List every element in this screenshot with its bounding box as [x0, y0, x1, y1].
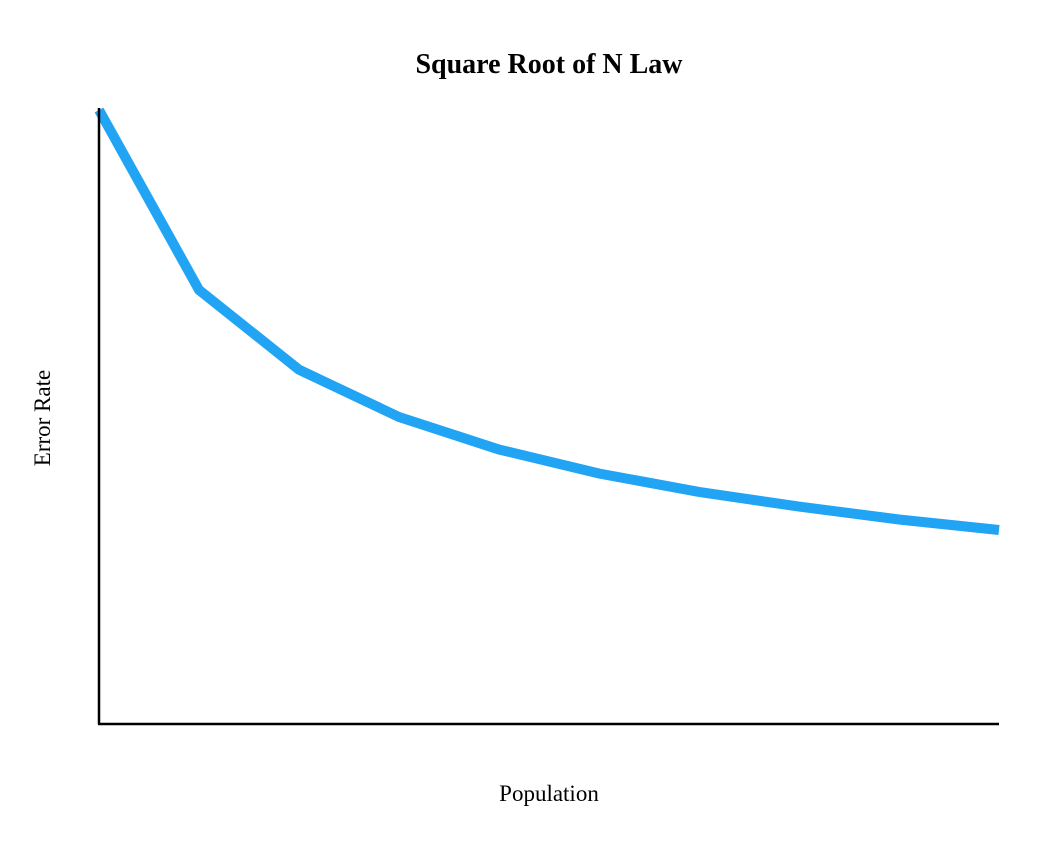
x-axis-label: Population: [499, 781, 599, 806]
series-line-0: [94, 107, 1000, 535]
chart-title: Square Root of N Law: [415, 49, 683, 80]
y-axis-label: Error Rate: [30, 370, 55, 466]
plot-area: [94, 107, 1000, 535]
